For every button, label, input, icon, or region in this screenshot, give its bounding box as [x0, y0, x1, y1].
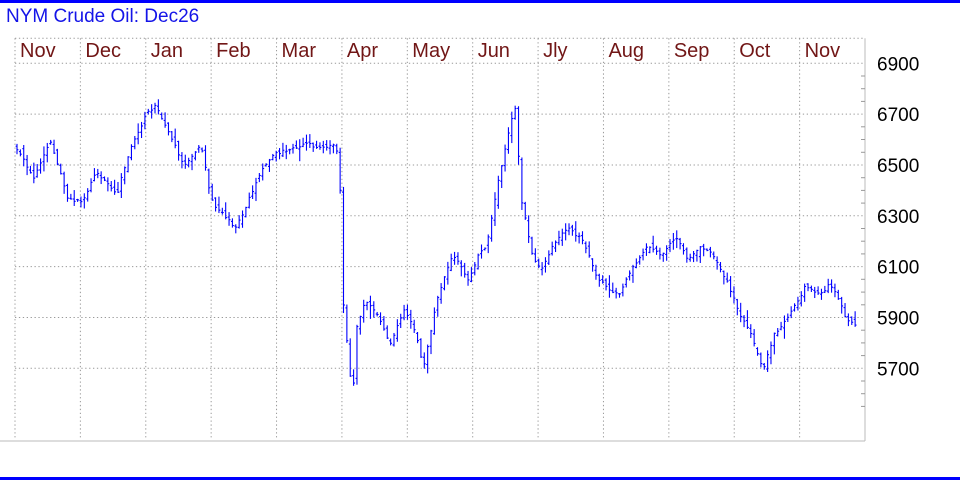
svg-text:May: May [412, 40, 450, 62]
svg-text:Feb: Feb [216, 40, 250, 62]
svg-text:Jly: Jly [543, 40, 567, 62]
svg-text:Mar: Mar [282, 40, 317, 62]
svg-text:6700: 6700 [877, 105, 919, 126]
svg-text:6100: 6100 [877, 258, 919, 279]
svg-text:Nov: Nov [20, 40, 56, 62]
svg-text:Sep: Sep [674, 40, 710, 62]
svg-text:Nov: Nov [805, 40, 841, 62]
svg-text:6900: 6900 [877, 54, 919, 75]
svg-text:Jun: Jun [478, 40, 510, 62]
svg-text:6500: 6500 [877, 156, 919, 177]
svg-text:Dec: Dec [85, 40, 121, 62]
svg-text:Aug: Aug [608, 40, 644, 62]
svg-text:6300: 6300 [877, 207, 919, 228]
svg-text:5700: 5700 [877, 359, 919, 380]
svg-text:5900: 5900 [877, 308, 919, 329]
svg-text:Jan: Jan [151, 40, 183, 62]
svg-text:Apr: Apr [347, 40, 378, 62]
svg-text:Oct: Oct [739, 40, 771, 62]
